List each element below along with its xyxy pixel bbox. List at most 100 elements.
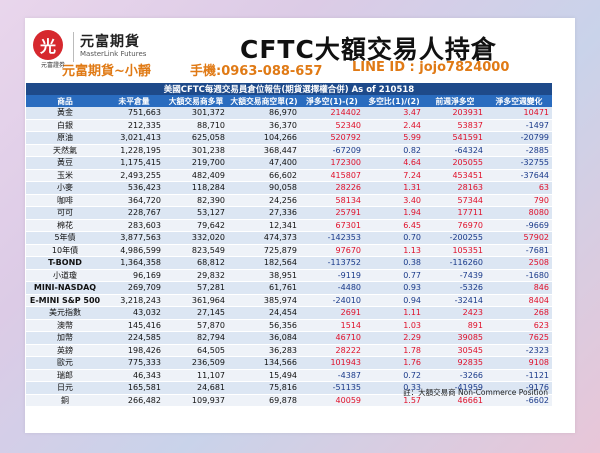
- cell-product: 可可: [26, 206, 104, 220]
- cell-prev: -200255: [424, 231, 486, 245]
- cell-prev: 17711: [424, 206, 486, 220]
- cell-net: 172300: [300, 156, 364, 170]
- cell-oi: 2,493,255: [104, 169, 164, 182]
- cell-short: 24,256: [228, 194, 300, 207]
- cell-chg: -37644: [486, 169, 552, 182]
- cell-prev: -32414: [424, 294, 486, 307]
- cell-prev: 92835: [424, 356, 486, 370]
- cell-net: 28222: [300, 344, 364, 357]
- cell-short: 12,341: [228, 219, 300, 232]
- cell-product: 澳幣: [26, 319, 104, 332]
- cell-product: 10年債: [26, 244, 104, 257]
- cell-product: 玉米: [26, 169, 104, 182]
- cell-net: 2691: [300, 306, 364, 320]
- cell-product: 天然氣: [26, 144, 104, 157]
- cell-oi: 1,364,358: [104, 256, 164, 270]
- cell-oi: 145,416: [104, 319, 164, 332]
- page-title: CFTC大額交易人持倉: [240, 35, 497, 64]
- cell-ratio: 1.13: [364, 244, 424, 257]
- company-logo: 光 元富證券 元富期貨 MasterLink Futures: [33, 28, 158, 70]
- cell-ratio: 5.99: [364, 131, 424, 145]
- cell-short: 66,602: [228, 169, 300, 182]
- cell-short: 27,336: [228, 206, 300, 220]
- cell-prev: 105351: [424, 244, 486, 257]
- cell-prev: -5326: [424, 281, 486, 295]
- cell-long: 79,642: [164, 219, 228, 232]
- cell-long: 64,505: [164, 344, 228, 357]
- table-row: E-MINI S&P 500 3,218,243 361,964 385,974 -24…: [26, 294, 552, 307]
- cell-product: 白銀: [26, 119, 104, 132]
- cell-long: 301,372: [164, 107, 228, 120]
- cell-product: 英鎊: [26, 344, 104, 357]
- cell-long: 118,284: [164, 181, 228, 195]
- cell-long: 24,681: [164, 381, 228, 395]
- table-row: 棉花 283,603 79,642 12,341 67301 6.45 76970 -9669: [26, 219, 552, 232]
- cell-ratio: 2.29: [364, 331, 424, 345]
- cell-prev: -7439: [424, 269, 486, 282]
- cell-net: 97670: [300, 244, 364, 257]
- cell-net: 28226: [300, 181, 364, 195]
- cell-prev: 28163: [424, 181, 486, 195]
- cell-long: 82,794: [164, 331, 228, 345]
- table-row: 原油 3,021,413 625,058 104,266 520792 5.99 54159…: [26, 131, 552, 145]
- cell-prev: 2423: [424, 306, 486, 320]
- table-row: 澳幣 145,416 57,870 56,356 1514 1.03 891 623: [26, 319, 552, 332]
- cell-net: 25791: [300, 206, 364, 220]
- cell-product: 小麥: [26, 181, 104, 195]
- cell-ratio: 1.31: [364, 181, 424, 195]
- cell-ratio: 1.11: [364, 306, 424, 320]
- table-row: 玉米 2,493,255 482,409 66,602 415807 7.24 453451…: [26, 169, 552, 182]
- cell-oi: 269,709: [104, 281, 164, 295]
- cell-short: 134,566: [228, 356, 300, 370]
- cell-prev: -116260: [424, 256, 486, 270]
- cell-oi: 364,720: [104, 194, 164, 207]
- cell-oi: 4,986,599: [104, 244, 164, 257]
- cell-long: 57,281: [164, 281, 228, 295]
- cell-chg: -2323: [486, 344, 552, 357]
- cell-chg: 7625: [486, 331, 552, 345]
- cell-chg: 846: [486, 281, 552, 295]
- col-header-large-long: 大額交易商多單: [164, 95, 228, 107]
- cell-oi: 43,032: [104, 306, 164, 320]
- cell-oi: 198,426: [104, 344, 164, 357]
- cell-long: 219,700: [164, 156, 228, 170]
- col-header-product: 商品: [26, 95, 104, 107]
- cell-product: 原油: [26, 131, 104, 145]
- cell-product: 銅: [26, 394, 104, 407]
- cell-ratio: 4.64: [364, 156, 424, 170]
- cell-product: 黃豆: [26, 156, 104, 170]
- table-row: 小道瓊 96,169 29,832 38,951 -9119 0.77 -7439 -1680: [26, 269, 552, 282]
- cell-chg: 9108: [486, 356, 552, 370]
- cell-net: -67209: [300, 144, 364, 157]
- cell-long: 361,964: [164, 294, 228, 307]
- cell-chg: 10471: [486, 107, 552, 120]
- cell-oi: 212,335: [104, 119, 164, 132]
- cell-long: 301,238: [164, 144, 228, 157]
- cell-product: 5年債: [26, 231, 104, 245]
- cell-chg: 57902: [486, 231, 552, 245]
- cell-oi: 775,333: [104, 356, 164, 370]
- table-row: 小麥 536,423 118,284 90,058 28226 1.31 28163 63: [26, 181, 552, 195]
- cell-long: 53,127: [164, 206, 228, 220]
- cell-oi: 3,218,243: [104, 294, 164, 307]
- cell-net: 214402: [300, 107, 364, 120]
- contact-phone: 手機:0963-088-657: [190, 64, 323, 79]
- cell-net: 58134: [300, 194, 364, 207]
- cell-chg: -7681: [486, 244, 552, 257]
- cell-oi: 228,767: [104, 206, 164, 220]
- cell-ratio: 1.94: [364, 206, 424, 220]
- cell-chg: 790: [486, 194, 552, 207]
- cell-short: 86,970: [228, 107, 300, 120]
- cell-short: 47,400: [228, 156, 300, 170]
- cell-oi: 165,581: [104, 381, 164, 395]
- col-header-weekly-change: 淨多空週變化: [486, 95, 552, 107]
- cell-chg: -1121: [486, 369, 552, 382]
- cell-product: 黃金: [26, 107, 104, 120]
- cell-prev: 205055: [424, 156, 486, 170]
- cell-ratio: 2.44: [364, 119, 424, 132]
- cell-net: 40059: [300, 394, 364, 407]
- cell-long: 625,058: [164, 131, 228, 145]
- cell-long: 109,937: [164, 394, 228, 407]
- logo-mark-icon: 光: [33, 30, 63, 60]
- cell-long: 29,832: [164, 269, 228, 282]
